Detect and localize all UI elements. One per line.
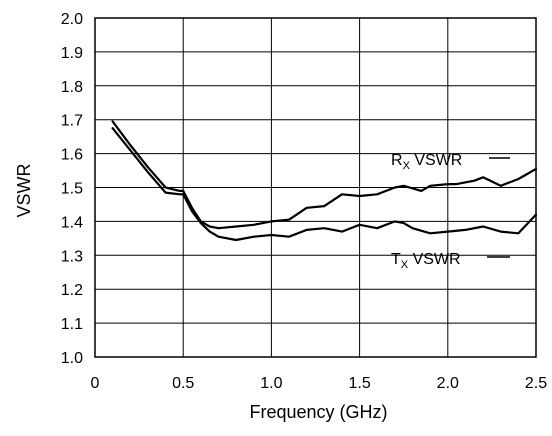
series-line-tx	[111, 127, 538, 242]
y-tick-label: 1.3	[61, 248, 83, 265]
y-tick-label: 1.1	[61, 316, 83, 333]
y-tick-label: 1.7	[61, 113, 83, 130]
series-label-tx: TX VSWR	[391, 251, 461, 271]
series-line-rx	[111, 120, 538, 230]
y-tick-labels: 1.0 1.1 1.2 1.3 1.4 1.5 1.6 1.7 1.8 1.9 2.0	[61, 11, 83, 367]
series-label-rx: RX VSWR	[391, 152, 462, 172]
plot-frame	[94, 17, 537, 358]
y-tick-label: 1.4	[61, 214, 83, 231]
x-tick-label: 1.5	[348, 375, 370, 392]
y-tick-label: 2.0	[61, 11, 83, 28]
y-axis-title: VSWR	[14, 163, 34, 217]
y-tick-label: 1.9	[61, 45, 83, 62]
series-labels: RX VSWR TX VSWR	[391, 152, 510, 271]
x-tick-label: 1.0	[260, 375, 282, 392]
x-tick-label: 2.0	[437, 375, 459, 392]
x-axis-title: Frequency (GHz)	[249, 402, 387, 422]
x-tick-labels: 0 0.5 1.0 1.5 2.0 2.5	[91, 375, 548, 392]
y-tick-label: 1.5	[61, 181, 83, 198]
plot-grid	[95, 18, 536, 357]
y-tick-label: 1.2	[61, 282, 83, 299]
x-tick-label: 2.5	[525, 375, 547, 392]
y-tick-label: 1.6	[61, 147, 83, 164]
y-tick-label: 1.0	[61, 350, 83, 367]
x-tick-label: 0	[91, 375, 100, 392]
x-tick-label: 0.5	[172, 375, 194, 392]
series-lines	[111, 120, 538, 242]
y-tick-label: 1.8	[61, 79, 83, 96]
